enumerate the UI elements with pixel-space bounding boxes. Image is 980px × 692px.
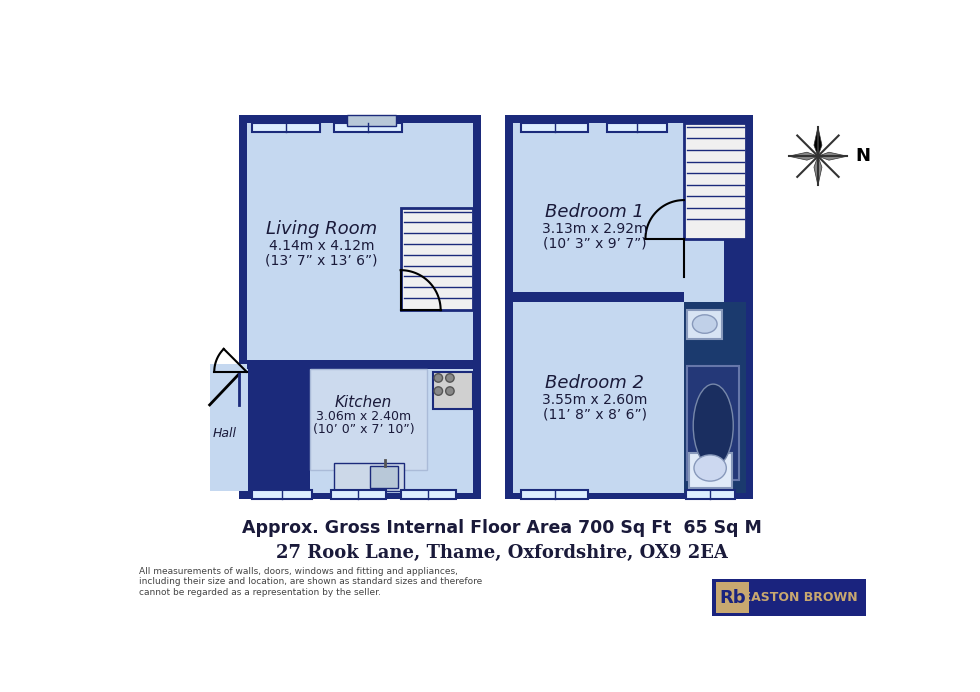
Bar	[724, 239, 732, 302]
Bar	[401, 208, 473, 310]
Text: Approx. Gross Internal Floor Area 700 Sq Ft  65 Sq M: Approx. Gross Internal Floor Area 700 Sq…	[242, 519, 762, 537]
Bar	[433, 372, 473, 409]
Bar	[684, 123, 746, 239]
Text: 3.13m x 2.92m: 3.13m x 2.92m	[542, 222, 648, 237]
Bar	[689, 453, 732, 488]
Bar	[514, 293, 684, 302]
Text: Rb: Rb	[719, 589, 746, 607]
Bar	[506, 116, 754, 499]
Polygon shape	[814, 156, 822, 185]
Text: (10’ 0” x 7’ 10”): (10’ 0” x 7’ 10”)	[313, 423, 415, 436]
Bar	[686, 490, 735, 499]
Polygon shape	[818, 152, 847, 160]
Text: Hall: Hall	[213, 427, 237, 440]
Bar	[687, 310, 722, 340]
Bar	[210, 364, 247, 491]
Bar	[334, 123, 402, 132]
Bar	[684, 302, 746, 493]
Bar	[347, 116, 396, 126]
Circle shape	[446, 387, 454, 395]
Text: (10’ 3” x 9’ 7”): (10’ 3” x 9’ 7”)	[543, 236, 647, 251]
Bar	[514, 123, 684, 293]
Text: Bedroom 1: Bedroom 1	[545, 203, 644, 221]
Text: Bedroom 2: Bedroom 2	[545, 374, 644, 392]
Text: N: N	[855, 147, 870, 165]
Bar	[401, 490, 456, 499]
Text: 3.55m x 2.60m: 3.55m x 2.60m	[542, 393, 648, 408]
Bar	[520, 123, 588, 132]
Text: Living Room: Living Room	[266, 220, 377, 238]
Text: REASTON BROWN: REASTON BROWN	[732, 591, 858, 604]
Text: All measurements of walls, doors, windows and fitting and appliances,
including : All measurements of walls, doors, window…	[139, 567, 482, 597]
Bar	[310, 370, 427, 470]
Bar	[684, 239, 726, 302]
Circle shape	[446, 374, 454, 382]
Ellipse shape	[693, 315, 717, 334]
Polygon shape	[789, 152, 818, 160]
Text: Kitchen: Kitchen	[335, 395, 392, 410]
Bar	[309, 361, 473, 370]
Circle shape	[434, 387, 443, 395]
Text: 27 Rook Lane, Thame, Oxfordshire, OX9 2EA: 27 Rook Lane, Thame, Oxfordshire, OX9 2E…	[276, 544, 728, 562]
Bar	[334, 463, 404, 491]
Bar	[607, 123, 667, 132]
Bar	[330, 490, 386, 499]
Bar	[369, 466, 398, 488]
Text: 3.06m x 2.40m: 3.06m x 2.40m	[317, 410, 412, 423]
Bar	[252, 490, 312, 499]
Bar	[687, 366, 740, 480]
Bar	[210, 370, 248, 491]
Ellipse shape	[693, 384, 733, 467]
Bar	[514, 302, 684, 493]
Ellipse shape	[694, 455, 726, 481]
Bar	[309, 368, 473, 493]
Polygon shape	[814, 127, 822, 156]
Bar	[520, 490, 588, 499]
Bar	[711, 579, 865, 616]
Text: (11’ 8” x 8’ 6”): (11’ 8” x 8’ 6”)	[543, 407, 647, 421]
Bar	[247, 361, 310, 493]
Circle shape	[434, 374, 443, 382]
Text: 4.14m x 4.12m: 4.14m x 4.12m	[269, 239, 374, 253]
Bar	[252, 123, 319, 132]
Bar	[239, 116, 481, 499]
Bar	[239, 376, 248, 485]
Bar	[247, 123, 473, 362]
Bar	[716, 582, 749, 613]
Polygon shape	[210, 374, 239, 406]
Text: (13’ 7” x 13’ 6”): (13’ 7” x 13’ 6”)	[265, 253, 377, 267]
